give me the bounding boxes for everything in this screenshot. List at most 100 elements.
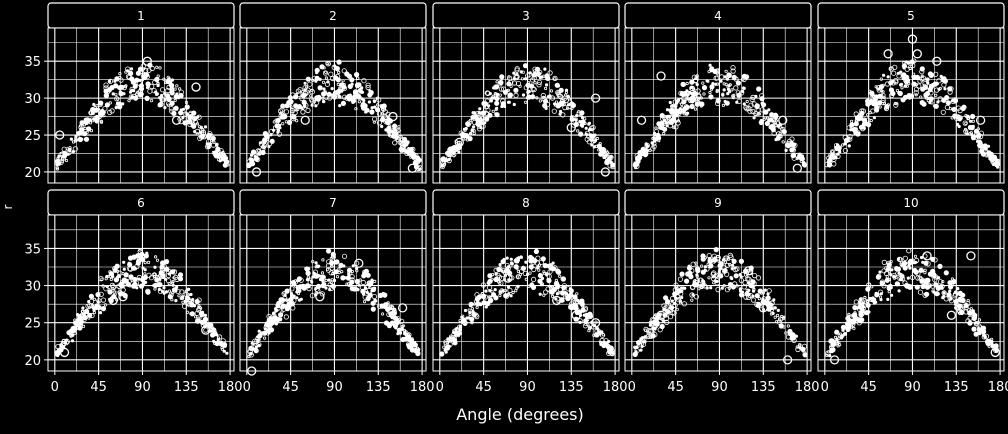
y-tick-label: 30: [24, 92, 41, 107]
data-point: [337, 267, 341, 271]
data-point: [303, 81, 307, 85]
data-point: [872, 96, 879, 102]
data-point: [693, 294, 700, 300]
data-point: [494, 112, 500, 118]
data-point: [644, 144, 648, 148]
data-point: [563, 93, 568, 97]
data-point: [215, 143, 219, 147]
data-point: [324, 278, 328, 282]
data-point: [673, 124, 679, 130]
data-point: [98, 310, 103, 315]
data-point: [135, 91, 141, 97]
data-point: [302, 284, 308, 290]
data-point: [329, 259, 335, 266]
data-point: [300, 109, 306, 115]
data-point: [106, 274, 110, 278]
data-point: [703, 268, 708, 273]
data-point: [604, 150, 610, 157]
panel-border: [817, 214, 1005, 372]
data-point: [124, 84, 128, 88]
data-point: [214, 340, 220, 347]
data-point: [326, 91, 332, 97]
data-point: [794, 334, 799, 338]
data-point: [491, 94, 495, 98]
data-point: [449, 334, 453, 338]
data-point: [472, 131, 476, 135]
data-point: [723, 260, 728, 264]
data-point: [542, 270, 546, 274]
data-point: [529, 282, 535, 288]
data-point: [902, 280, 908, 286]
data-point: [543, 86, 548, 91]
data-point: [96, 300, 100, 304]
data-point: [701, 284, 705, 288]
data-point: [755, 275, 762, 281]
data-point: [759, 119, 763, 123]
data-point: [107, 109, 113, 116]
data-point: [466, 120, 472, 126]
data-point: [551, 261, 555, 265]
x-tick-label: 0: [436, 380, 444, 395]
data-point: [78, 130, 84, 136]
data-point: [415, 155, 421, 161]
data-point: [119, 281, 125, 287]
data-point: [896, 73, 902, 79]
data-point: [321, 80, 326, 84]
data-point: [866, 113, 870, 117]
data-point: [836, 344, 840, 348]
data-point: [928, 101, 932, 105]
data-point: [717, 263, 723, 269]
data-point-outlier: [108, 295, 118, 306]
data-point: [781, 140, 785, 144]
data-point: [956, 307, 963, 313]
data-point: [198, 306, 202, 310]
data-point: [556, 291, 560, 295]
data-point: [579, 113, 583, 117]
data-point: [440, 164, 444, 168]
data-point: [372, 99, 376, 103]
data-point: [648, 328, 654, 334]
data-point: [715, 88, 720, 93]
data-point: [763, 288, 767, 292]
data-point: [868, 298, 872, 302]
data-point-outlier: [201, 325, 211, 335]
data-point: [515, 274, 521, 280]
data-point: [305, 107, 311, 114]
y-tick-label: 30: [24, 280, 41, 295]
data-point: [825, 350, 831, 356]
data-point: [689, 85, 694, 90]
data-point: [475, 120, 481, 127]
data-point: [261, 142, 268, 148]
data-point: [976, 321, 980, 325]
data-point: [98, 100, 104, 106]
data-point: [294, 92, 299, 97]
data-point: [765, 116, 770, 120]
data-point: [527, 90, 531, 94]
data-point: [572, 294, 578, 300]
data-point: [257, 329, 261, 333]
data-point: [936, 78, 942, 84]
data-point: [886, 103, 891, 107]
data-point: [341, 253, 348, 259]
facet-panel-2: 2: [239, 2, 427, 184]
data-point: [924, 96, 929, 100]
data-point: [197, 135, 203, 141]
data-point: [110, 284, 117, 290]
data-point: [934, 87, 940, 93]
data-point: [336, 59, 342, 65]
data-point: [865, 286, 871, 292]
data-point: [322, 87, 326, 91]
data-point: [183, 121, 187, 125]
data-point: [731, 94, 735, 98]
data-point: [490, 277, 494, 281]
data-point: [537, 268, 541, 272]
data-point: [321, 279, 325, 283]
data-point: [927, 87, 933, 93]
data-point: [530, 276, 537, 282]
data-point: [801, 347, 805, 351]
data-point: [322, 70, 329, 76]
data-point: [837, 148, 842, 152]
data-point: [662, 295, 669, 301]
data-point: [502, 257, 506, 262]
data-point: [222, 349, 226, 353]
